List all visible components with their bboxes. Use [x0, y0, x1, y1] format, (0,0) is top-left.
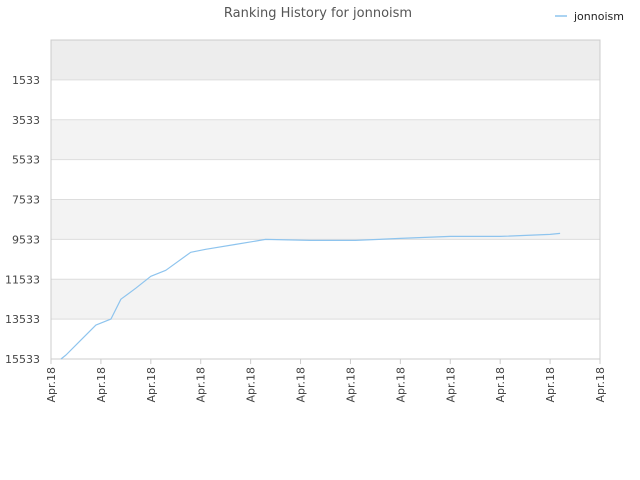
plot-band [51, 199, 600, 240]
plot-band [51, 40, 600, 80]
plot-band [51, 319, 600, 359]
plot-frame [50, 39, 601, 360]
x-tick-label: Apr.18 [494, 367, 507, 403]
x-tick-label: Apr.18 [295, 367, 308, 403]
x-tick-label: Apr.18 [394, 367, 407, 403]
x-tick-label: Apr.18 [544, 367, 557, 403]
plot-band [51, 279, 600, 320]
series-lines [60, 232, 561, 360]
x-tick-label: Apr.18 [145, 367, 158, 403]
y-tick-label: 13533 [5, 313, 40, 326]
x-tick-label: Apr.18 [45, 367, 58, 403]
y-axis-ticks: 1533 3533 5533 7533 9533 11533 13533 15533 [5, 74, 40, 366]
x-tick-label: Apr.18 [594, 367, 607, 403]
plot-band [51, 239, 600, 280]
plot-band [51, 159, 600, 200]
plot-bands [51, 40, 600, 359]
y-tick-label: 5533 [12, 154, 40, 167]
legend: jonnoism [555, 10, 624, 23]
y-tick-label: 1533 [12, 74, 40, 87]
grid-lines [51, 79, 600, 360]
x-tick-label: Apr.18 [344, 367, 357, 403]
y-tick-label: 9533 [12, 233, 40, 246]
x-tick-label: Apr.18 [195, 367, 208, 403]
y-tick-label: 7533 [12, 194, 40, 207]
x-tick-label: Apr.18 [444, 367, 457, 403]
y-tick-label: 3533 [12, 114, 40, 127]
y-tick-label: 11533 [5, 273, 40, 286]
legend-label: jonnoism [573, 10, 624, 23]
x-tick-label: Apr.18 [245, 367, 258, 403]
x-axis-ticks: Apr.18 Apr.18 Apr.18 Apr.18 Apr.18 Apr.18 Apr.… [45, 359, 607, 403]
series-line [60, 232, 561, 360]
y-tick-label: 15533 [5, 353, 40, 366]
plot-band [51, 119, 600, 160]
chart-title: Ranking History for jonnoism [224, 6, 412, 21]
plot-band [51, 79, 600, 120]
x-tick-label: Apr.18 [95, 367, 108, 403]
